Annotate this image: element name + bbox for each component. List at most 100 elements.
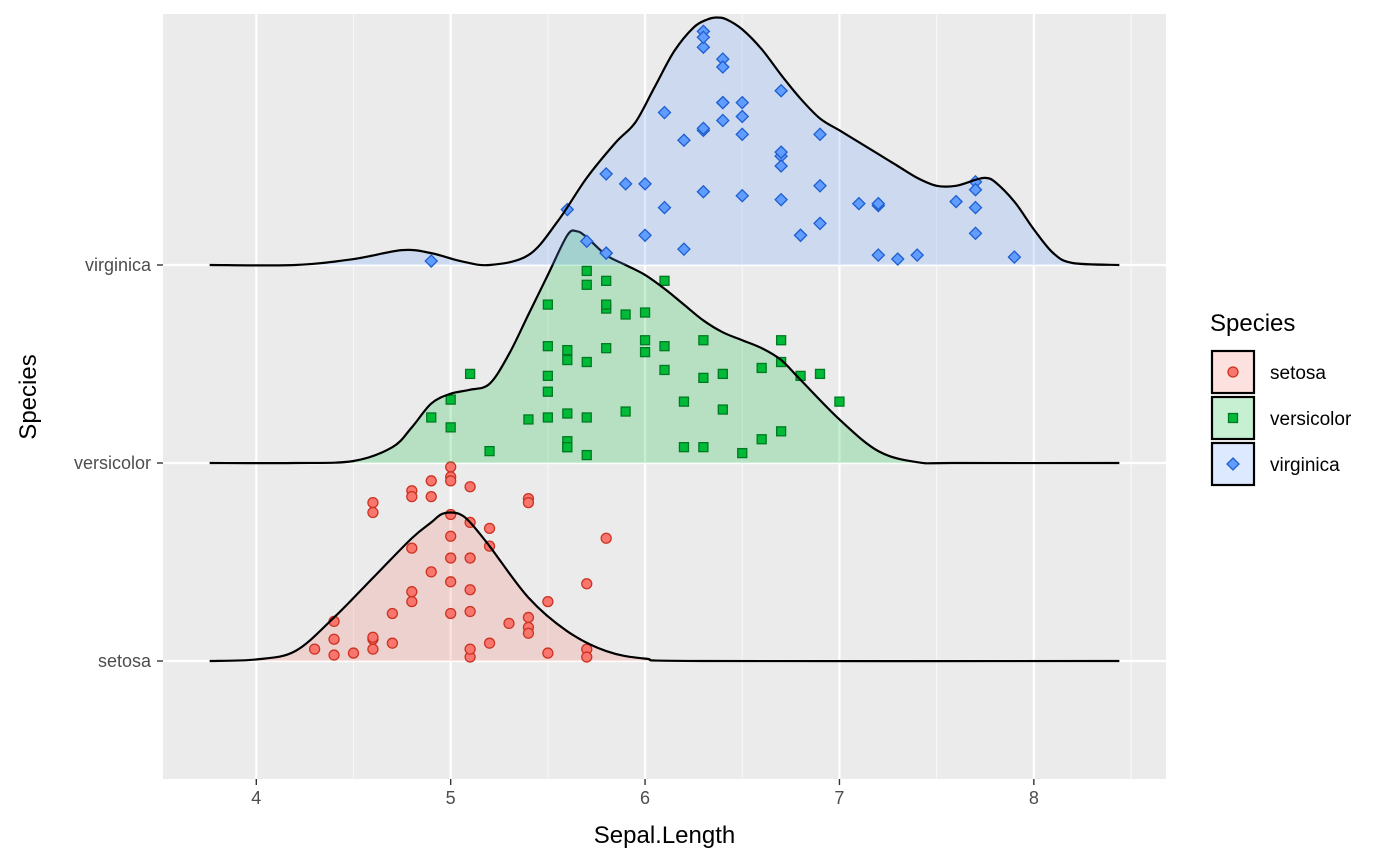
point-setosa [308, 643, 321, 655]
point-setosa [445, 461, 457, 473]
point-virginica [735, 127, 750, 142]
point-setosa [386, 607, 399, 620]
legend: Species setosa versicolor virginica [1210, 310, 1352, 487]
legend-label-setosa: setosa [1270, 363, 1326, 384]
point-versicolor [581, 412, 592, 423]
point-setosa [347, 647, 360, 659]
point-virginica [774, 83, 789, 98]
point-setosa [406, 586, 418, 598]
point-setosa [464, 481, 476, 493]
point-versicolor [542, 412, 554, 423]
point-versicolor [659, 364, 670, 376]
legend-marker-setosa [1227, 366, 1239, 378]
point-setosa [581, 651, 593, 663]
point-versicolor [698, 442, 709, 453]
point-setosa [445, 475, 457, 487]
point-setosa [581, 578, 593, 590]
point-versicolor [639, 307, 651, 318]
point-versicolor [601, 343, 612, 354]
point-virginica [774, 159, 789, 173]
point-setosa [367, 496, 379, 509]
point-virginica [638, 176, 652, 191]
x-tick-label: 4 [251, 788, 261, 808]
point-setosa [406, 491, 418, 503]
point-versicolor [814, 368, 826, 380]
y-tick-label: versicolor [74, 453, 151, 473]
point-versicolor [562, 442, 573, 453]
point-virginica [715, 113, 730, 128]
point-versicolor [542, 370, 554, 382]
point-versicolor [620, 406, 631, 417]
x-tick-label: 8 [1029, 788, 1039, 808]
legend-marker-versicolor [1227, 412, 1239, 424]
point-setosa [483, 522, 496, 534]
point-setosa [367, 643, 379, 655]
point-versicolor [639, 335, 651, 346]
legend-item-setosa: setosa [1210, 349, 1326, 395]
point-virginica [560, 202, 575, 217]
point-versicolor [756, 434, 767, 445]
point-virginica [638, 228, 652, 243]
point-versicolor [445, 394, 456, 405]
point-virginica [949, 194, 963, 209]
point-virginica [715, 60, 730, 74]
density-line-virginica [209, 16, 1120, 267]
ridge-virginica [209, 16, 1120, 268]
legend-item-virginica: virginica [1210, 441, 1340, 487]
point-virginica [735, 95, 750, 110]
point-virginica [813, 178, 827, 193]
density-area-setosa [209, 512, 1120, 662]
point-setosa [328, 649, 340, 661]
point-versicolor [659, 341, 670, 352]
point-versicolor [620, 309, 631, 320]
point-virginica [813, 127, 827, 142]
x-tick-label: 5 [446, 788, 456, 808]
point-setosa [367, 506, 379, 519]
point-virginica [599, 246, 614, 261]
point-setosa [328, 633, 340, 645]
point-setosa [503, 617, 515, 630]
point-setosa [445, 508, 457, 521]
point-versicolor [756, 362, 767, 374]
point-virginica [715, 95, 730, 110]
point-versicolor [717, 368, 728, 380]
point-setosa [464, 552, 476, 564]
point-virginica [793, 228, 808, 243]
point-virginica [851, 196, 866, 211]
point-setosa [522, 496, 535, 509]
point-setosa [542, 595, 554, 608]
point-versicolor [737, 447, 748, 459]
density-line-setosa [209, 511, 1120, 663]
point-virginica [813, 216, 827, 231]
point-versicolor [601, 299, 612, 310]
point-versicolor [775, 426, 787, 437]
y-axis-title: Species [15, 354, 42, 439]
ridges [209, 16, 1120, 663]
point-virginica [890, 252, 905, 266]
point-setosa [406, 542, 418, 554]
point-virginica [735, 109, 750, 124]
point-setosa [600, 532, 612, 544]
point-virginica [696, 121, 711, 136]
point-setosa [483, 637, 496, 649]
point-virginica [968, 200, 983, 215]
point-setosa [425, 566, 437, 578]
y-tick-label: virginica [85, 255, 152, 275]
point-versicolor [698, 335, 709, 346]
point-virginica [735, 188, 750, 203]
point-setosa [445, 530, 457, 542]
point-virginica [1007, 250, 1022, 264]
point-versicolor [562, 354, 573, 366]
point-setosa [406, 595, 418, 608]
y-axis: setosa versicolor virginica [74, 255, 163, 671]
point-versicolor [581, 356, 592, 368]
y-tick-label: setosa [98, 651, 152, 671]
point-virginica [774, 192, 789, 207]
point-setosa [445, 576, 457, 588]
point-setosa [542, 647, 554, 659]
point-setosa [522, 627, 535, 639]
point-versicolor [581, 279, 592, 290]
x-tick-label: 7 [834, 788, 844, 808]
point-virginica [774, 145, 789, 160]
point-versicolor [542, 386, 554, 397]
